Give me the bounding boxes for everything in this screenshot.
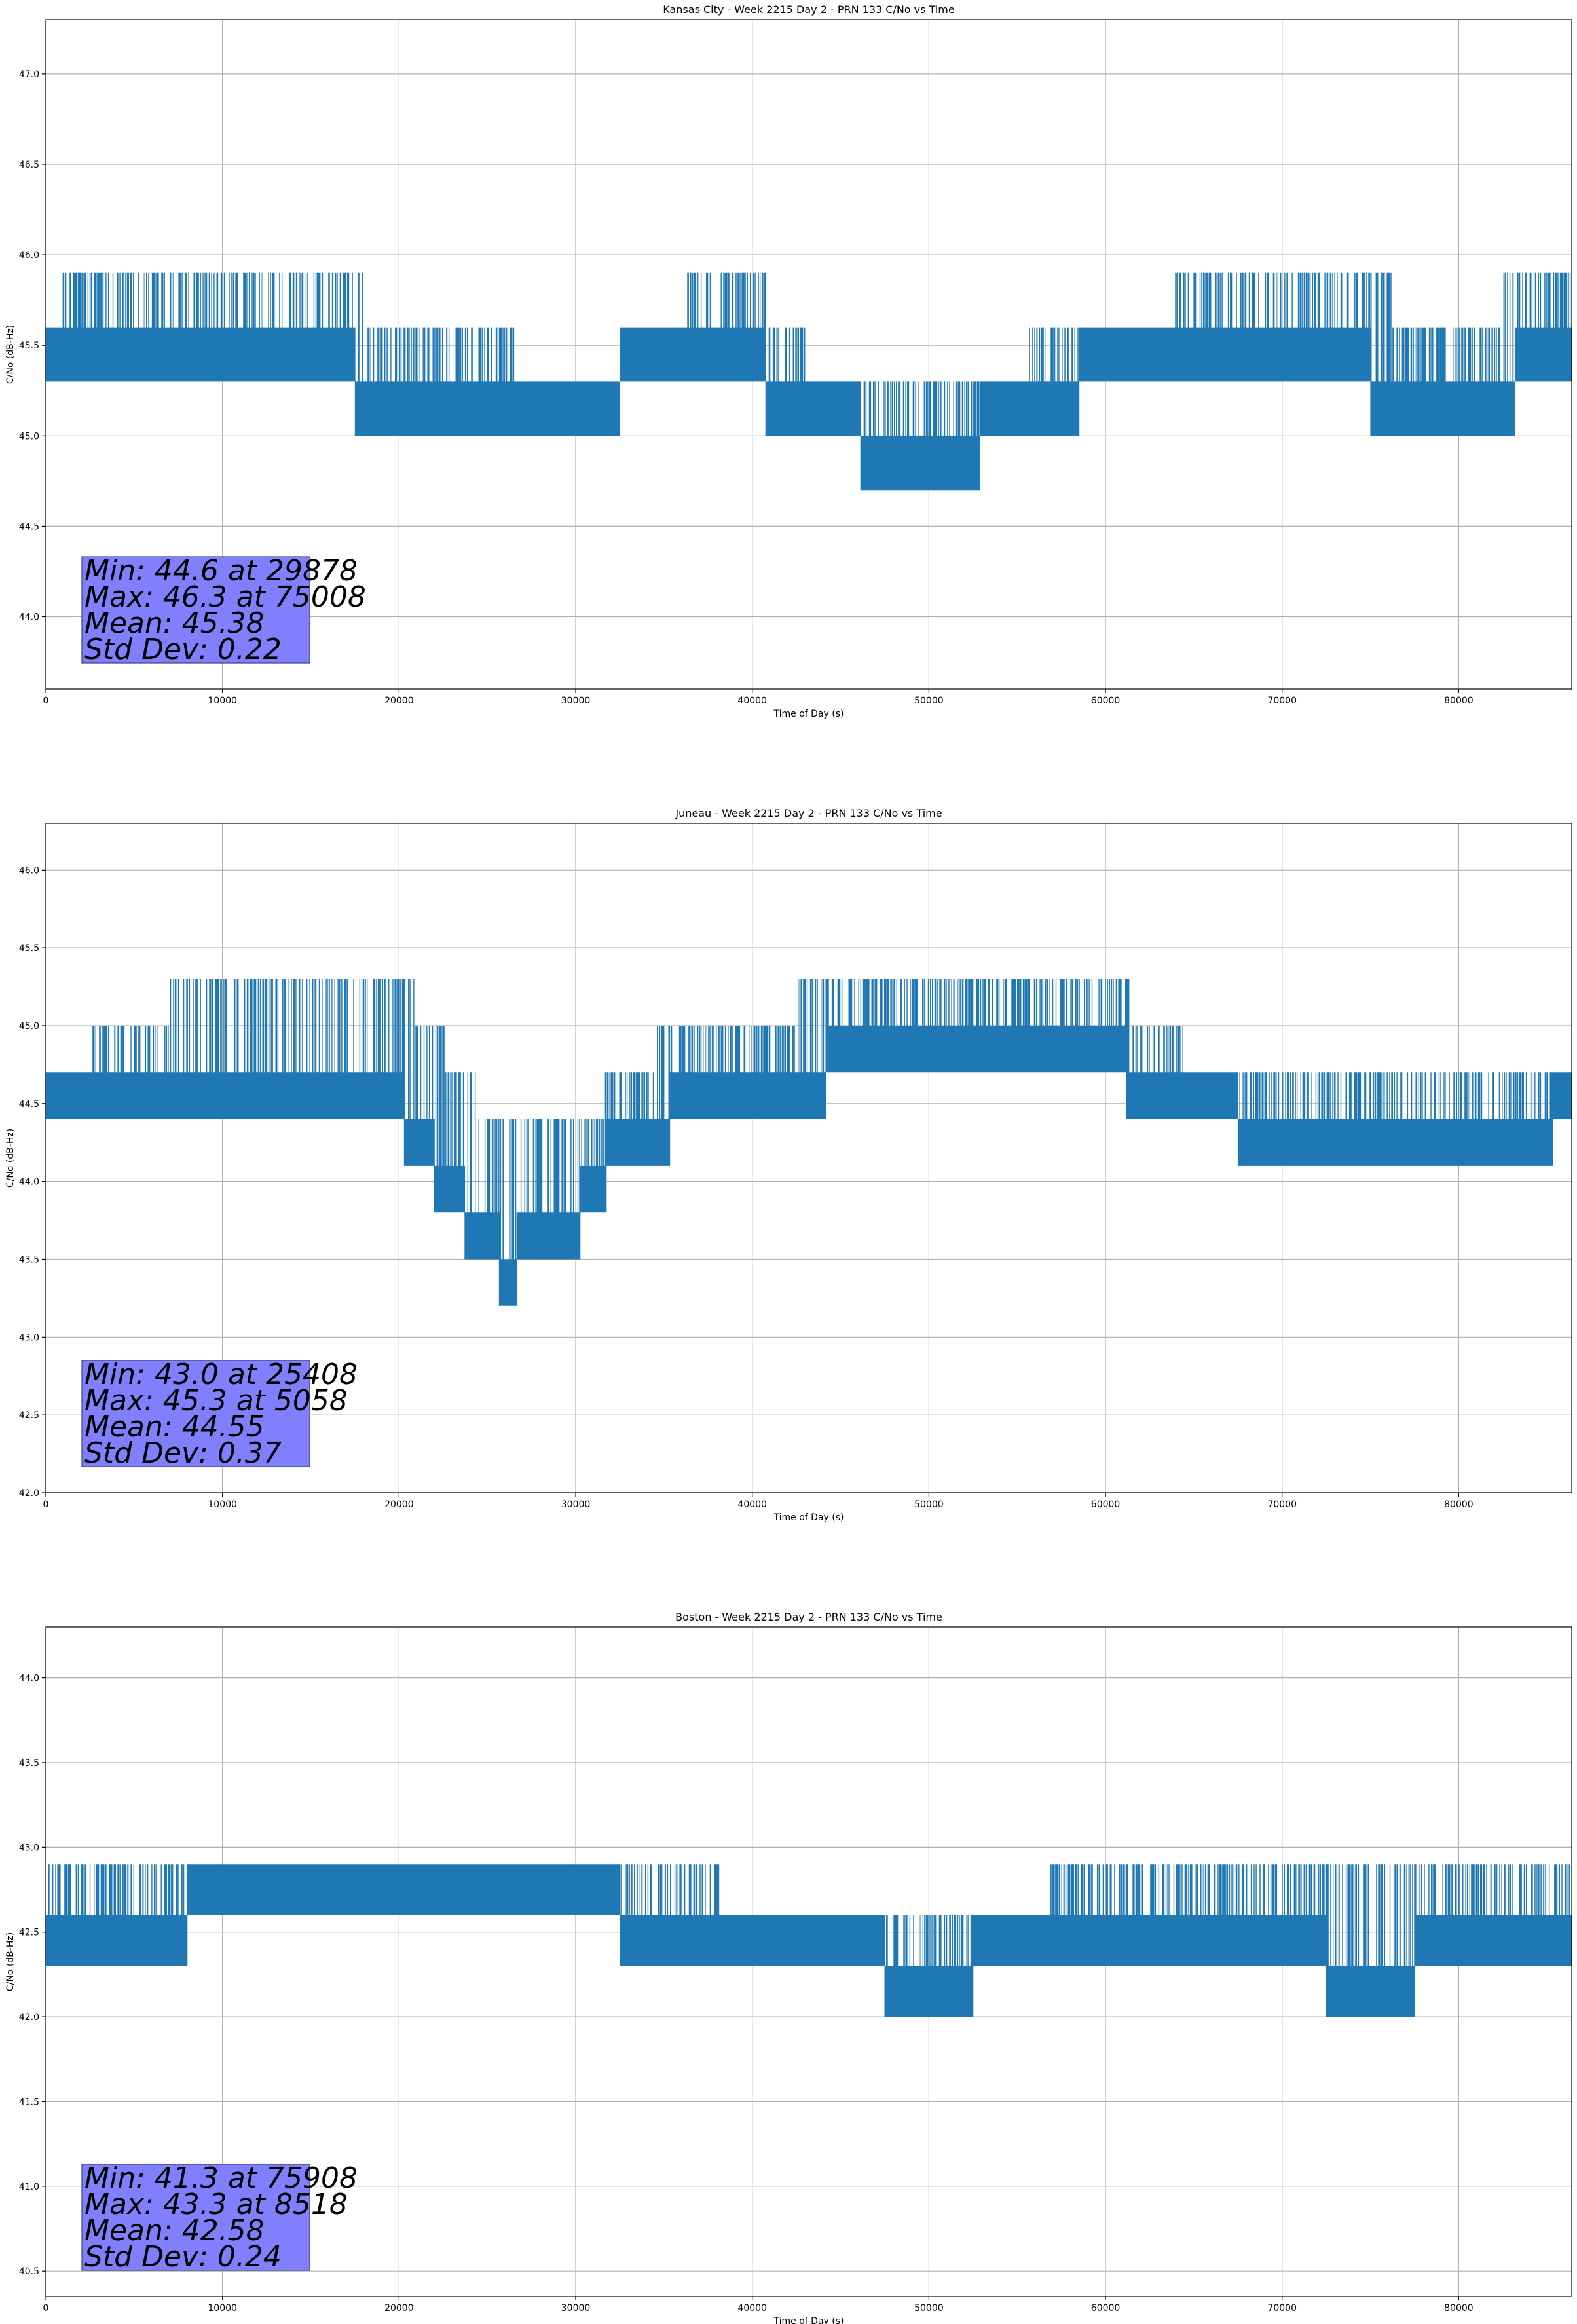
- y-tick-label: 44.5: [19, 1099, 39, 1110]
- x-tick-label: 40000: [737, 2303, 767, 2314]
- series-line: [45, 272, 1572, 491]
- chart-title: Kansas City - Week 2215 Day 2 - PRN 133 …: [663, 3, 954, 16]
- y-tick-label: 42.5: [19, 1410, 39, 1421]
- x-axis-label: Time of Day (s): [773, 709, 844, 719]
- stats-max: Max: 46.3 at 75008: [84, 580, 366, 614]
- x-tick-label: 50000: [914, 2303, 944, 2314]
- stats-max: Max: 45.3 at 5058: [84, 1384, 348, 1417]
- x-axis-label: Time of Day (s): [773, 1512, 844, 1523]
- stats-min: Min: 43.0 at 25408: [84, 1358, 358, 1391]
- y-tick-label: 45.0: [19, 431, 39, 441]
- y-axis-label: C/No (dB-Hz): [5, 325, 16, 384]
- x-tick-label: 60000: [1091, 2303, 1121, 2314]
- axes-frame: [45, 19, 1572, 690]
- x-tick-label: 60000: [1091, 696, 1121, 706]
- stats-box: [81, 2164, 310, 2271]
- x-tick-label: 30000: [561, 2303, 591, 2314]
- y-tick-label: 43.0: [19, 1332, 39, 1343]
- x-tick-label: 50000: [914, 1499, 944, 1510]
- x-tick-label: 30000: [561, 1499, 591, 1510]
- x-tick-label: 80000: [1444, 696, 1474, 706]
- x-tick-label: 40000: [737, 696, 767, 706]
- x-tick-label: 0: [43, 696, 49, 706]
- axes-frame: [45, 823, 1572, 1493]
- stats-mean: Mean: 44.55: [84, 1410, 265, 1444]
- x-tick-label: 40000: [737, 1499, 767, 1510]
- x-tick-label: 10000: [208, 696, 237, 706]
- stats-std: Std Dev: 0.22: [84, 633, 282, 666]
- x-tick-label: 10000: [208, 1499, 237, 1510]
- y-tick-label: 42.0: [19, 2012, 39, 2023]
- x-tick-label: 20000: [384, 1499, 414, 1510]
- stats-min: Min: 44.6 at 29878: [84, 554, 358, 588]
- y-tick-label: 41.0: [19, 2182, 39, 2192]
- y-tick-label: 45.5: [19, 943, 39, 954]
- x-tick-label: 70000: [1267, 1499, 1297, 1510]
- y-tick-label: 46.0: [19, 250, 39, 261]
- y-tick-label: 40.5: [19, 2266, 39, 2277]
- chart-kansas-city: 0 10000 20000 30000 40000 50000 60000 70000 8000…: [5, 3, 1572, 719]
- y-tick-label: 47.0: [19, 69, 39, 80]
- y-tick-label: 44.5: [19, 521, 39, 532]
- stats-mean: Mean: 42.58: [84, 2214, 265, 2247]
- y-tick-label: 43.5: [19, 1758, 39, 1769]
- x-tick-label: 60000: [1091, 1499, 1121, 1510]
- stats-std: Std Dev: 0.37: [84, 1436, 282, 1470]
- x-tick-label: 0: [43, 2303, 49, 2314]
- x-axis-label: Time of Day (s): [773, 2316, 844, 2324]
- x-tick-label: 70000: [1267, 2303, 1297, 2314]
- x-tick-label: 10000: [208, 2303, 237, 2314]
- stats-max: Max: 43.3 at 8518: [84, 2188, 348, 2221]
- y-tick-label: 42.5: [19, 1928, 39, 1938]
- stats-box: [81, 556, 310, 664]
- y-axis-label: C/No (dB-Hz): [5, 1129, 16, 1188]
- y-tick-label: 44.0: [19, 1674, 39, 1684]
- chart-title: Juneau - Week 2215 Day 2 - PRN 133 C/No …: [675, 807, 942, 819]
- x-tick-label: 50000: [914, 696, 944, 706]
- stats-min: Min: 41.3 at 75908: [84, 2162, 358, 2195]
- y-tick-label: 46.0: [19, 865, 39, 876]
- y-tick-label: 46.5: [19, 160, 39, 170]
- x-tick-label: 30000: [561, 696, 591, 706]
- x-tick-label: 70000: [1267, 696, 1297, 706]
- x-tick-label: 80000: [1444, 2303, 1474, 2314]
- x-tick-label: 20000: [384, 696, 414, 706]
- axes-frame: [45, 1626, 1572, 2297]
- chart-title: Boston - Week 2215 Day 2 - PRN 133 C/No …: [675, 1611, 942, 1623]
- x-tick-label: 0: [43, 1499, 49, 1510]
- stats-box: [81, 1360, 310, 1467]
- stats-mean: Mean: 45.38: [84, 607, 265, 640]
- y-tick-label: 43.0: [19, 1843, 39, 1853]
- y-tick-label: 42.0: [19, 1488, 39, 1499]
- y-tick-label: 45.0: [19, 1021, 39, 1032]
- series-line: [45, 979, 1572, 1306]
- y-axis-label: C/No (dB-Hz): [5, 1932, 16, 1991]
- chart-juneau: 0 10000 20000 30000 40000 50000 60000 70000 8000…: [5, 807, 1572, 1523]
- y-tick-label: 41.5: [19, 2097, 39, 2107]
- chart-boston: 0 10000 20000 30000 40000 50000 60000 70000 8000…: [5, 1611, 1572, 2324]
- y-tick-label: 43.5: [19, 1254, 39, 1265]
- x-tick-label: 20000: [384, 2303, 414, 2314]
- series-line: [45, 1864, 1572, 2017]
- y-tick-label: 45.5: [19, 341, 39, 351]
- x-tick-label: 80000: [1444, 1499, 1474, 1510]
- y-tick-label: 44.0: [19, 612, 39, 623]
- y-tick-label: 44.0: [19, 1177, 39, 1188]
- stats-std: Std Dev: 0.24: [84, 2240, 282, 2274]
